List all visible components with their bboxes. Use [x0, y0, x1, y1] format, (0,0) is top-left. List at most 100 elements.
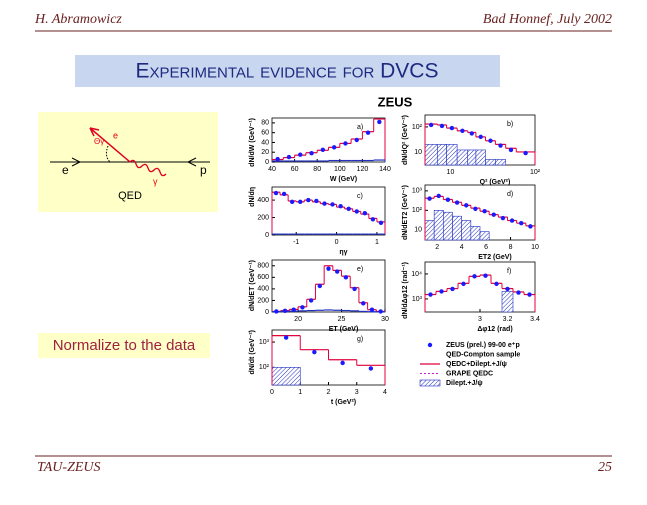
- data-point: [427, 196, 432, 201]
- y-axis-label: dN/dW (GeV⁻¹): [249, 118, 256, 167]
- photon-line: [129, 159, 167, 177]
- y-tick-label: 10³: [259, 339, 270, 346]
- legend-label: QED-Compton sample: [446, 351, 520, 358]
- event: Bad Honnef, July 2002: [483, 12, 612, 27]
- y-tick-label: 10³: [412, 296, 423, 303]
- x-tick-label: 4: [383, 389, 387, 396]
- panel-label: c): [357, 193, 363, 200]
- data-point: [322, 201, 327, 206]
- x-axis-label: ηγ: [339, 249, 347, 256]
- data-point: [482, 209, 487, 214]
- y-tick-label: 10²: [259, 364, 270, 371]
- data-point: [298, 152, 303, 157]
- y-tick-label: 0: [265, 309, 269, 316]
- x-axis-label: Δφ12 (rad): [477, 326, 512, 333]
- panel-label: b): [507, 121, 513, 128]
- data-point: [464, 203, 469, 208]
- data-point: [309, 151, 314, 156]
- y-tick-label: 400: [257, 197, 269, 204]
- x-tick-label: 30: [381, 316, 389, 323]
- data-point: [340, 360, 345, 366]
- x-tick-label: 2: [435, 244, 439, 251]
- data-point: [312, 349, 317, 355]
- y-tick-label: 40: [261, 139, 269, 146]
- hatched-bin: [433, 210, 444, 241]
- legend-marker: [419, 379, 441, 387]
- data-point: [483, 273, 488, 278]
- x-tick-label: -1: [293, 239, 299, 246]
- x-tick-label: 120: [357, 166, 369, 173]
- data-point: [275, 156, 280, 162]
- e-out-line: [89, 127, 131, 163]
- x-tick-label: 4: [460, 244, 464, 251]
- hatched-bin: [424, 144, 438, 166]
- data-point: [445, 197, 451, 202]
- data-point: [528, 224, 533, 229]
- hatched-bin: [501, 291, 514, 313]
- data-point: [505, 286, 510, 292]
- data-point: [439, 123, 445, 129]
- data-point: [273, 190, 279, 196]
- x-axis-label: W (GeV): [330, 176, 357, 183]
- e-in-label: e: [62, 163, 69, 177]
- data-point: [326, 266, 331, 271]
- y-tick-label: 800: [257, 263, 269, 270]
- hatched-bin: [443, 211, 453, 241]
- x-tick-label: 80: [313, 166, 321, 173]
- data-point: [516, 290, 521, 295]
- x-tick-label: 1: [375, 239, 379, 246]
- data-point: [298, 199, 303, 205]
- hatched-bin: [437, 144, 447, 166]
- data-point: [354, 137, 359, 143]
- x-tick-label: 140: [379, 166, 391, 173]
- p-label: p: [200, 163, 207, 177]
- hatched-bin: [495, 159, 506, 166]
- x-tick-label: 25: [338, 316, 346, 323]
- data-point: [291, 307, 296, 312]
- x-tick-label: 10²: [530, 169, 541, 176]
- data-point: [377, 119, 382, 125]
- data-point: [354, 209, 359, 214]
- data-point: [308, 298, 314, 303]
- y-axis-label: dN/dη: [249, 187, 256, 207]
- data-point: [500, 215, 506, 221]
- hatched-bin: [470, 226, 481, 241]
- data-point: [281, 191, 287, 197]
- data-point: [378, 220, 384, 225]
- y-tick-label: 80: [261, 120, 269, 127]
- data-point: [472, 274, 477, 279]
- panel-label: a): [357, 124, 363, 131]
- panel-label: d): [507, 191, 513, 198]
- data-point: [460, 128, 465, 134]
- panel-label: e): [357, 266, 363, 273]
- y-tick-label: 60: [261, 130, 269, 137]
- y-tick-label: 20: [261, 149, 269, 156]
- data-point: [494, 281, 499, 287]
- experiment: ZEUS: [378, 94, 413, 109]
- x-tick-label: 6: [484, 244, 488, 251]
- plot-frame: [424, 261, 536, 313]
- data-point: [473, 206, 478, 211]
- data-point: [370, 217, 376, 222]
- legend-label: GRAPE QEDC: [446, 370, 493, 377]
- y-tick-label: 10²: [412, 124, 423, 131]
- x-tick-label: 20: [294, 316, 302, 323]
- hatched-bin: [475, 149, 486, 166]
- y-tick-label: 200: [257, 214, 269, 221]
- x-tick-label: 10: [447, 169, 455, 176]
- x-tick-label: 2: [327, 389, 331, 396]
- data-point: [317, 283, 323, 289]
- panel-label: g): [357, 336, 363, 343]
- data-point: [508, 147, 514, 153]
- legend-label: ZEUS (prel.) 99-00 e⁺p: [446, 342, 520, 349]
- data-point: [365, 130, 371, 135]
- data-point: [469, 131, 475, 136]
- y-tick-label: 0: [265, 232, 269, 239]
- data-point: [439, 289, 444, 294]
- y-tick-label: 10³: [412, 188, 423, 195]
- data-point: [509, 218, 515, 223]
- hatched-bin: [446, 144, 458, 166]
- data-point: [436, 193, 441, 199]
- x-tick-label: 3: [478, 316, 482, 323]
